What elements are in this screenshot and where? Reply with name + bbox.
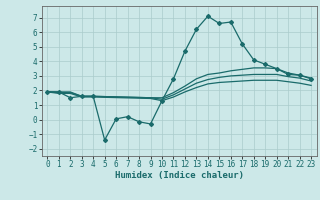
X-axis label: Humidex (Indice chaleur): Humidex (Indice chaleur) (115, 171, 244, 180)
